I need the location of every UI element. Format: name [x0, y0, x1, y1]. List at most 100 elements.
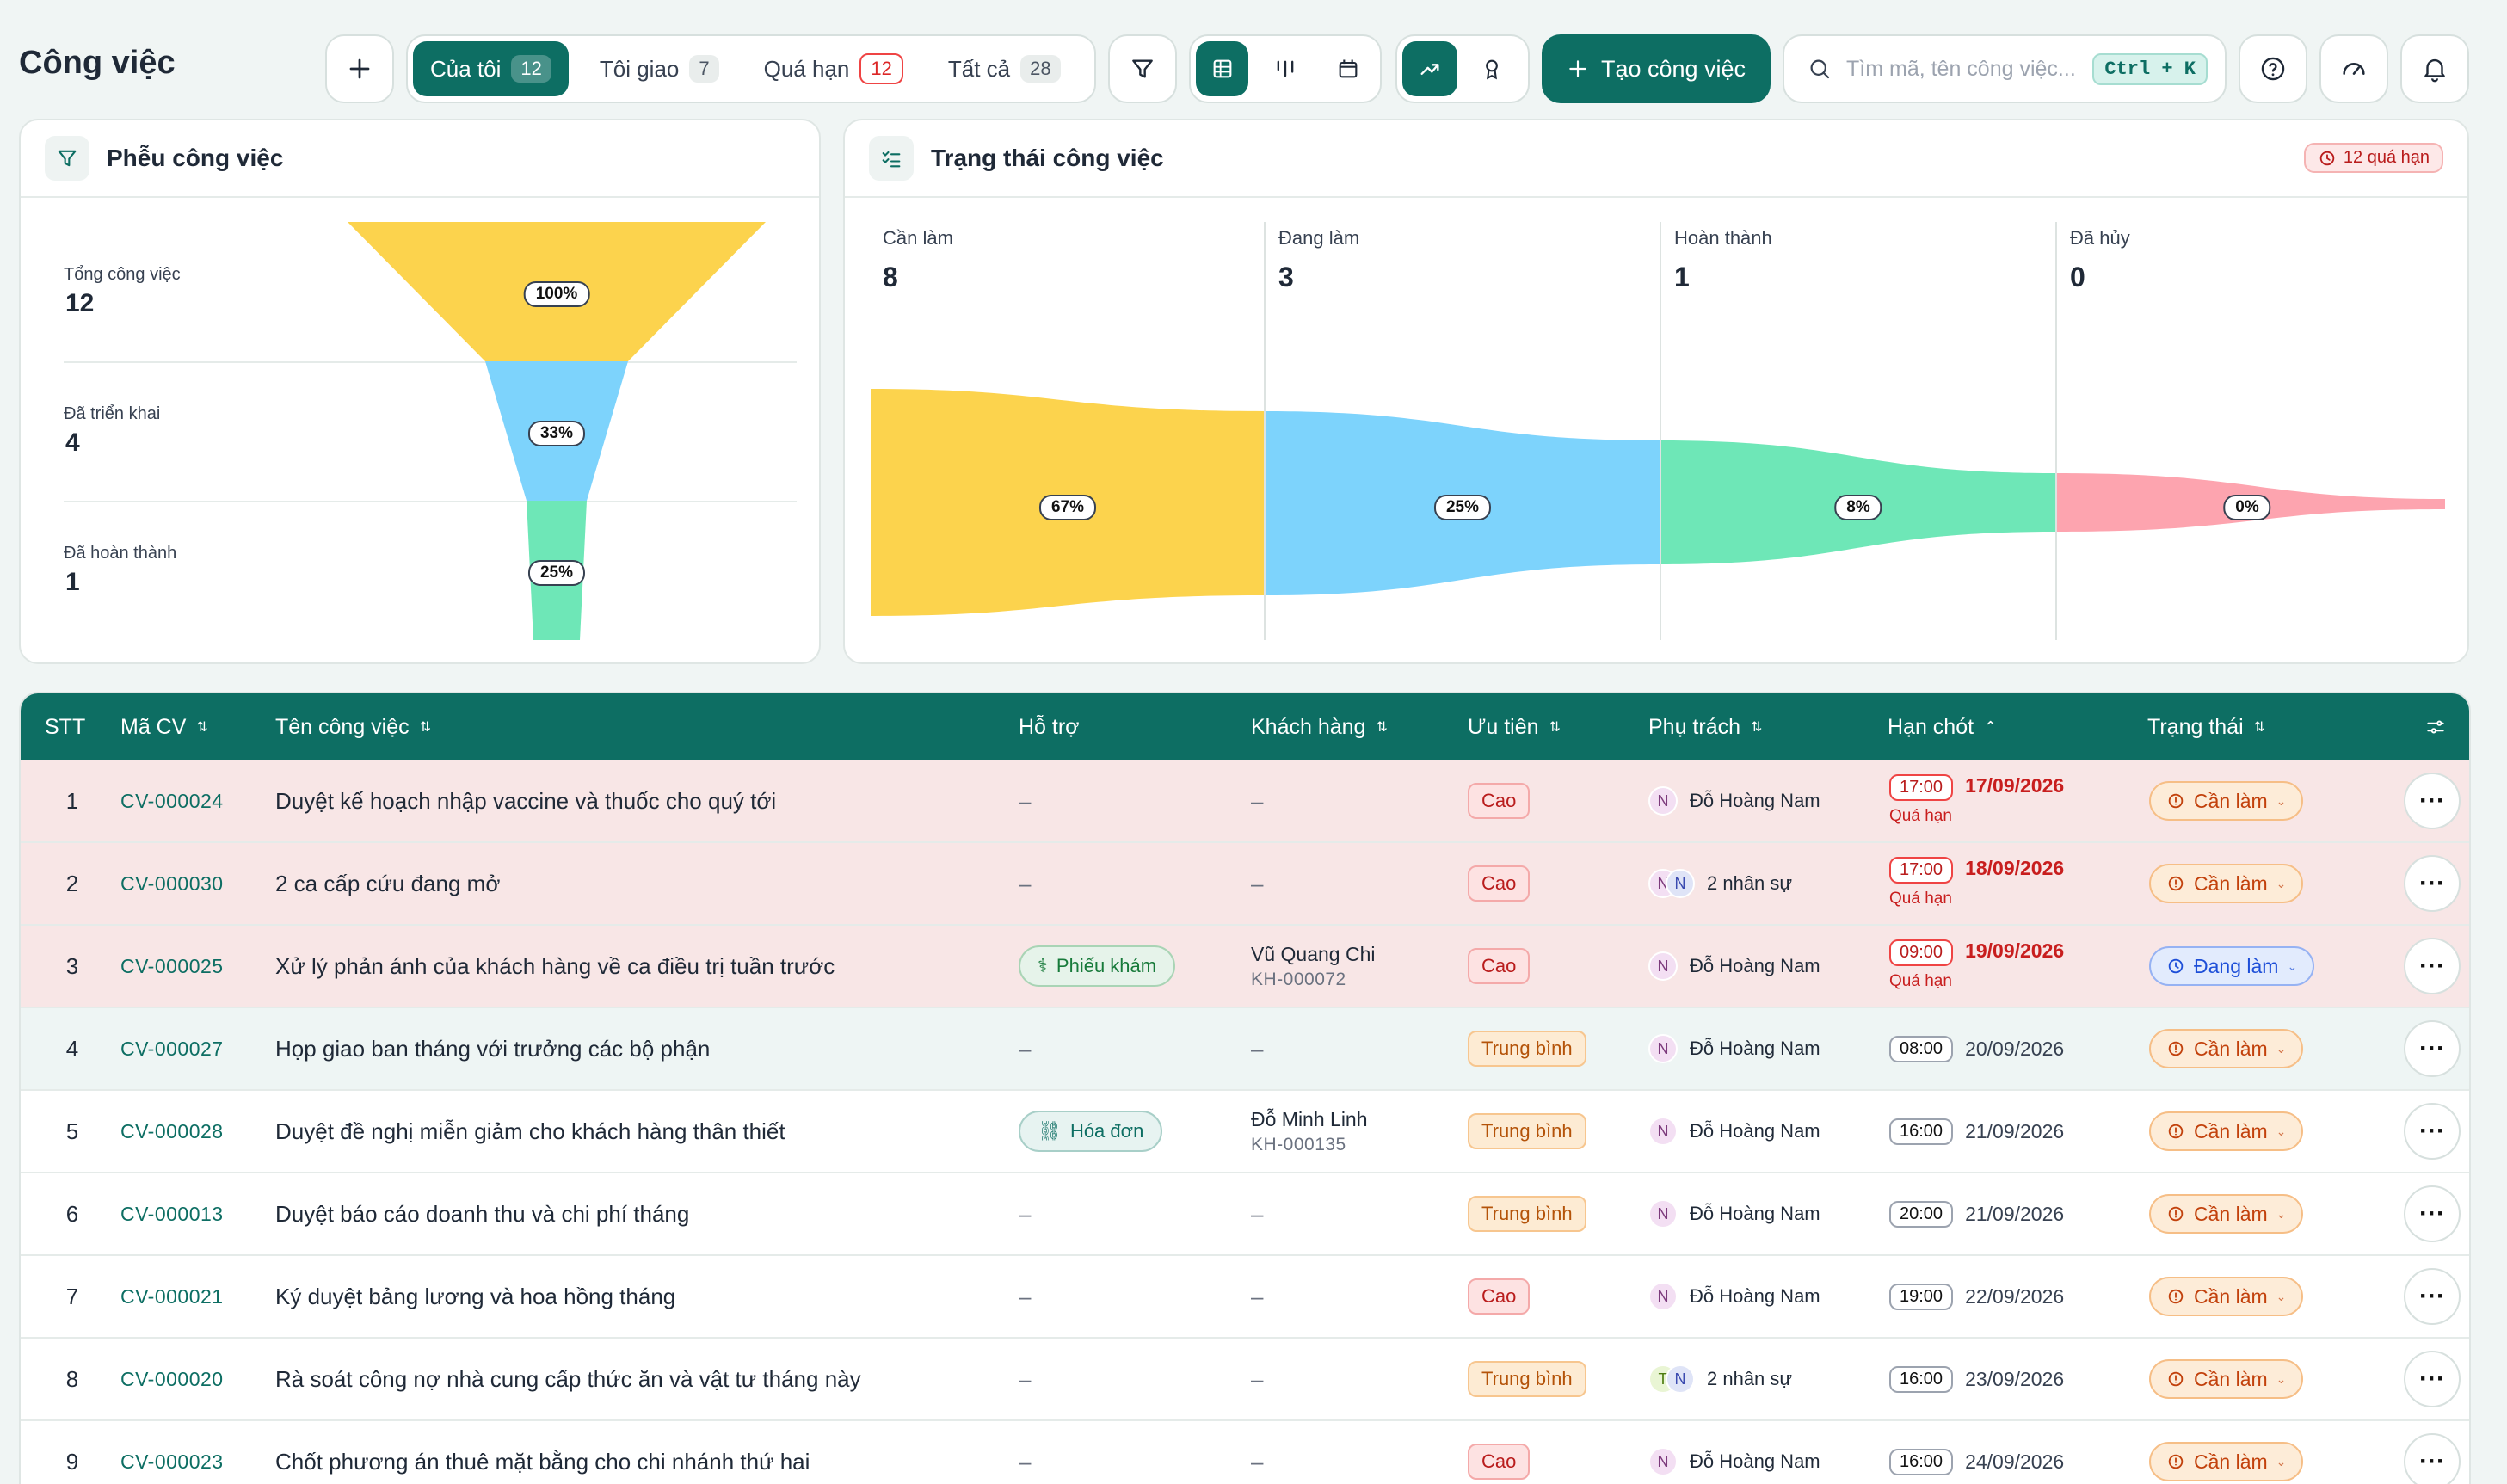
support-chip-exam[interactable]: ⚕ Phiếu khám — [1019, 945, 1176, 987]
customer-info[interactable]: Đỗ Minh Linh KH-000135 — [1251, 1107, 1368, 1155]
row-index: 8 — [65, 1365, 79, 1392]
funnel-percent: 33% — [527, 421, 586, 446]
search-input[interactable]: Tìm mã, tên công việc... — [1846, 56, 2076, 81]
task-name[interactable]: Duyệt đề nghị miễn giảm cho khách hàng t… — [275, 1118, 785, 1144]
task-code-link[interactable]: CV-000025 — [120, 954, 224, 977]
task-name[interactable]: Rà soát công nợ nhà cung cấp thức ăn và … — [275, 1365, 861, 1392]
task-name[interactable]: Duyệt kế hoạch nhập vaccine và thuốc cho… — [275, 787, 777, 814]
row-actions-button[interactable]: ··· — [2404, 1020, 2461, 1077]
status-dropdown[interactable]: Cần làm ⌄ — [2149, 864, 2304, 903]
owner-name: 2 nhân sự — [1707, 872, 1793, 894]
empty-value: – — [1251, 1448, 1264, 1475]
task-scope-tabs: Của tôi 12 Tôi giao 7 Quá hạn 12 Tất cả 28 — [406, 34, 1096, 103]
search-box[interactable]: Tìm mã, tên công việc... Ctrl + K — [1783, 34, 2227, 103]
status-flow-title: Trạng thái công việc — [931, 145, 1164, 171]
status-dropdown[interactable]: Cần làm ⌄ — [2149, 1194, 2304, 1234]
view-switcher — [1189, 34, 1382, 103]
avatar: N — [1666, 1364, 1695, 1394]
column-customer[interactable]: Khách hàng ⇅ — [1251, 714, 1388, 739]
tab-all[interactable]: Tất cả 28 — [931, 41, 1078, 96]
calendar-view-button[interactable] — [1322, 41, 1375, 96]
award-button[interactable] — [1464, 41, 1519, 96]
tab-assigned-by-me[interactable]: Tôi giao 7 — [582, 41, 736, 96]
stethoscope-icon: ⚕ — [1038, 955, 1048, 976]
column-status[interactable]: Trạng thái ⇅ — [2147, 714, 2266, 739]
row-actions-button[interactable]: ··· — [2404, 855, 2461, 912]
task-code-link[interactable]: CV-000013 — [120, 1202, 224, 1225]
task-code-link[interactable]: CV-000023 — [120, 1450, 224, 1473]
task-name[interactable]: Duyệt báo cáo doanh thu và chi phí tháng — [275, 1200, 690, 1227]
status-dropdown[interactable]: Cần làm ⌄ — [2149, 1277, 2304, 1316]
table-row[interactable]: 9 CV-000023 Chốt phương án thuê mặt bằng c… — [21, 1421, 2469, 1484]
deadline-date: 19/09/2026 — [1965, 939, 2065, 962]
row-actions-button[interactable]: ··· — [2404, 773, 2461, 829]
row-actions-button[interactable]: ··· — [2404, 938, 2461, 994]
task-code-link[interactable]: CV-000020 — [120, 1367, 224, 1390]
chevron-down-icon: ⌄ — [2276, 1371, 2287, 1386]
column-deadline[interactable]: Hạn chót ⌃ — [1888, 714, 1998, 739]
filter-button[interactable] — [1108, 34, 1177, 103]
table-row[interactable]: 8 CV-000020 Rà soát công nợ nhà cung cấp t… — [21, 1339, 2469, 1421]
priority-badge: Trung bình — [1468, 1031, 1586, 1067]
bell-icon — [2424, 58, 2445, 83]
row-actions-button[interactable]: ··· — [2404, 1268, 2461, 1325]
task-name[interactable]: Chốt phương án thuê mặt bằng cho chi nhá… — [275, 1448, 810, 1475]
customer-info[interactable]: Vũ Quang Chi KH-000072 — [1251, 942, 1376, 989]
task-code-link[interactable]: CV-000024 — [120, 789, 224, 812]
table-row[interactable]: 3 CV-000025 Xử lý phản ánh của khách hàng … — [21, 926, 2469, 1008]
status-dropdown[interactable]: Cần làm ⌄ — [2149, 781, 2304, 821]
column-code[interactable]: Mã CV ⇅ — [120, 714, 208, 739]
table-row[interactable]: 7 CV-000021 Ký duyệt bảng lương và hoa hồn… — [21, 1256, 2469, 1339]
task-code-link[interactable]: CV-000028 — [120, 1119, 224, 1142]
task-name[interactable]: Ký duyệt bảng lương và hoa hồng tháng — [275, 1283, 676, 1309]
task-code-link[interactable]: CV-000021 — [120, 1284, 224, 1308]
column-settings-button[interactable] — [2424, 693, 2447, 760]
table-view-button[interactable] — [1196, 41, 1249, 96]
flow-percent: 67% — [1038, 495, 1097, 520]
status-dropdown[interactable]: Cần làm ⌄ — [2149, 1111, 2304, 1151]
table-row[interactable]: 5 CV-000028 Duyệt đề nghị miễn giảm cho kh… — [21, 1091, 2469, 1173]
task-code-link[interactable]: CV-000027 — [120, 1037, 224, 1060]
status-dropdown[interactable]: Đang làm ⌄ — [2149, 946, 2315, 986]
deadline-date: 21/09/2026 — [1965, 1119, 2065, 1142]
create-task-button[interactable]: Tạo công việc — [1542, 34, 1771, 103]
chevron-down-icon: ⌄ — [2276, 793, 2287, 808]
row-actions-button[interactable]: ··· — [2404, 1103, 2461, 1160]
status-dropdown[interactable]: Cần làm ⌄ — [2149, 1359, 2304, 1399]
alert-circle-icon — [2168, 1124, 2184, 1139]
add-button[interactable] — [325, 34, 394, 103]
deadline-date: 24/09/2026 — [1965, 1450, 2065, 1473]
kanban-view-button[interactable] — [1259, 41, 1311, 96]
kanban-icon — [1277, 60, 1294, 77]
trend-button[interactable] — [1402, 41, 1457, 96]
status-flow-graphic — [871, 222, 2445, 640]
table-row[interactable]: 6 CV-000013 Duyệt báo cáo doanh thu và chi… — [21, 1173, 2469, 1256]
help-button[interactable] — [2239, 34, 2307, 103]
task-name[interactable]: 2 ca cấp cứu đang mở — [275, 870, 501, 896]
dashboard-button[interactable] — [2319, 34, 2388, 103]
row-index: 5 — [65, 1118, 79, 1144]
task-name[interactable]: Xử lý phản ánh của khách hàng về ca điều… — [275, 952, 835, 979]
chevron-down-icon: ⌄ — [2276, 1289, 2287, 1303]
column-name[interactable]: Tên công việc ⇅ — [275, 714, 432, 739]
status-dropdown[interactable]: Cần làm ⌄ — [2149, 1442, 2304, 1481]
deadline-time: 09:00 — [1889, 939, 1954, 966]
tab-overdue[interactable]: Quá hạn 12 — [747, 41, 921, 96]
flow-percent: 8% — [1834, 495, 1882, 520]
task-name[interactable]: Họp giao ban tháng với trưởng các bộ phậ… — [275, 1035, 711, 1062]
column-owner[interactable]: Phụ trách ⇅ — [1648, 714, 1763, 739]
table-row[interactable]: 4 CV-000027 Họp giao ban tháng với trưởng … — [21, 1008, 2469, 1091]
table-row[interactable]: 2 CV-000030 2 ca cấp cứu đang mở – – Cao N N 2 n… — [21, 843, 2469, 926]
empty-value: – — [1251, 1035, 1264, 1062]
table-row[interactable]: 1 CV-000024 Duyệt kế hoạch nhập vaccine và… — [21, 760, 2469, 843]
tab-mine[interactable]: Của tôi 12 — [413, 41, 569, 96]
priority-badge: Cao — [1468, 948, 1531, 984]
row-actions-button[interactable]: ··· — [2404, 1433, 2461, 1484]
column-priority[interactable]: Ưu tiên ⇅ — [1468, 714, 1561, 739]
task-code-link[interactable]: CV-000030 — [120, 871, 224, 895]
row-actions-button[interactable]: ··· — [2404, 1185, 2461, 1242]
notifications-button[interactable] — [2400, 34, 2469, 103]
status-dropdown[interactable]: Cần làm ⌄ — [2149, 1029, 2304, 1068]
row-actions-button[interactable]: ··· — [2404, 1351, 2461, 1407]
support-chip-invoice[interactable]: ⛓ Hóa đơn — [1019, 1111, 1163, 1152]
